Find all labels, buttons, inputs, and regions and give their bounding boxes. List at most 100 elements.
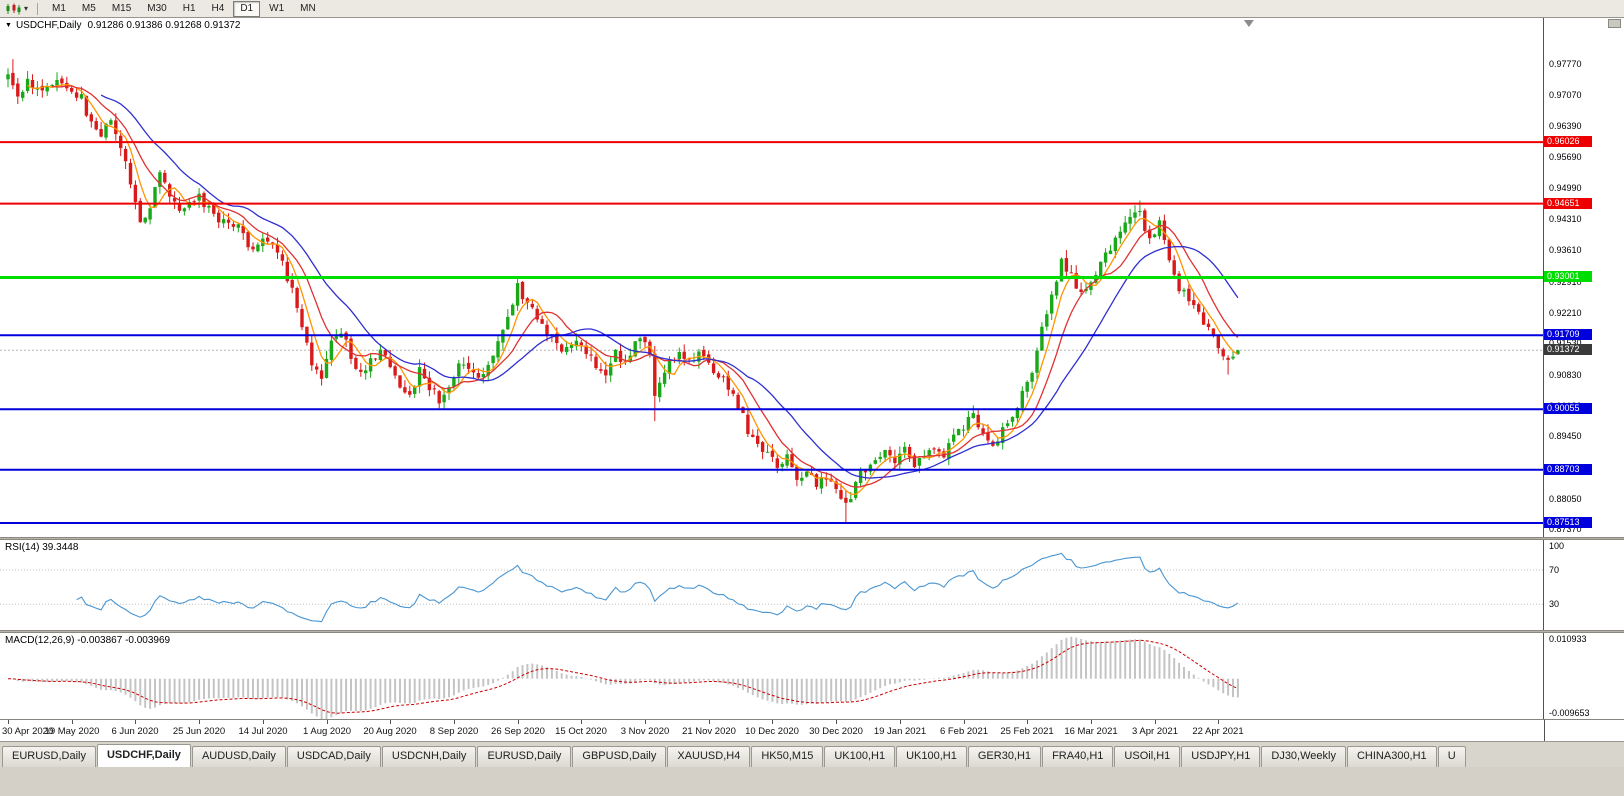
chart-tab[interactable]: USDCAD,Daily xyxy=(286,746,381,767)
scrollbar-stub[interactable] xyxy=(1608,19,1621,28)
chart-tab[interactable]: UK100,H1 xyxy=(896,746,967,767)
moving-average-10 xyxy=(52,85,1239,488)
rsi-tick: 100 xyxy=(1549,541,1565,551)
date-label: 16 Mar 2021 xyxy=(1064,726,1118,737)
date-tick xyxy=(964,720,965,724)
chart-tab[interactable]: EURUSD,Daily xyxy=(2,746,96,767)
chart-tab-bar: EURUSD,Daily USDCHF,Daily AUDUSD,Daily USDC… xyxy=(0,741,1624,767)
timeframe-button-w1[interactable]: W1 xyxy=(269,2,285,14)
time-axis[interactable]: 30 Apr 2020 19 May 2020 6 Jun 2020 25 Jun 2… xyxy=(0,719,1545,741)
macd-histogram xyxy=(11,636,1239,719)
rsi-tick: 70 xyxy=(1549,565,1560,575)
price-panel: 0.97770 0.97070 0.96390 0.95690 0.94990 0.943… xyxy=(0,18,1624,537)
axis-corner xyxy=(1545,719,1624,741)
chart-tab[interactable]: XAUUSD,H4 xyxy=(667,746,751,767)
timeframe-button-group: M1 M5 M15 M30 H1 H4 D1 W1 MN xyxy=(45,0,323,17)
chart-tab[interactable]: USDCHF,Daily xyxy=(96,744,191,767)
chart-tab[interactable]: FRA40,H1 xyxy=(1042,746,1114,767)
date-label: 3 Nov 2020 xyxy=(620,726,670,737)
rsi-plot[interactable] xyxy=(0,540,1544,630)
panel-splitter[interactable] xyxy=(0,537,1624,540)
chart-tab[interactable]: HK50,M15 xyxy=(751,746,824,767)
date-label: 19 May 2020 xyxy=(44,726,100,737)
date-label: 30 Dec 2020 xyxy=(809,726,863,737)
date-tick xyxy=(836,720,837,724)
date-label: 21 Nov 2020 xyxy=(682,726,736,737)
date-label: 22 Apr 2021 xyxy=(1192,726,1244,737)
price-tick: 0.89450 xyxy=(1549,431,1582,441)
candlestick-series xyxy=(6,59,1240,523)
date-tick xyxy=(900,720,901,724)
rsi-tick: 30 xyxy=(1549,599,1560,609)
macd-tick: -0.009653 xyxy=(1549,708,1590,718)
date-tick xyxy=(518,720,519,724)
rsi-axis: 100 70 30 xyxy=(1544,540,1623,630)
chart-tab[interactable]: DJ30,Weekly xyxy=(1261,746,1346,767)
price-tick: 0.96390 xyxy=(1549,121,1582,131)
chart-tab[interactable]: USOil,H1 xyxy=(1114,746,1181,767)
chart-tab[interactable]: GBPUSD,Daily xyxy=(572,746,667,767)
date-label: 6 Feb 2021 xyxy=(939,726,989,737)
chart-tab[interactable]: GER30,H1 xyxy=(967,746,1042,767)
price-tick: 0.91530 xyxy=(1549,338,1582,348)
date-tick xyxy=(1091,720,1092,724)
candlestick-chart-glyph xyxy=(6,3,21,14)
date-tick xyxy=(581,720,582,724)
timeframe-button-h1[interactable]: H1 xyxy=(182,2,196,14)
date-label: 10 Dec 2020 xyxy=(745,726,799,737)
date-label: 30 Apr 2020 xyxy=(2,726,54,737)
date-tick xyxy=(390,720,391,724)
panel-splitter[interactable] xyxy=(0,630,1624,633)
candlestick-chart-icon[interactable] xyxy=(5,3,21,15)
date-tick xyxy=(772,720,773,724)
macd-panel: 0.010933 -0.009653 MACD(12,26,9) -0.00386… xyxy=(0,633,1624,719)
date-label: 8 Sep 2020 xyxy=(429,726,479,737)
timeframe-button-m15[interactable]: M15 xyxy=(111,2,132,14)
date-tick xyxy=(1155,720,1156,724)
chart-tab[interactable]: CHINA300,H1 xyxy=(1346,746,1437,767)
chart-tab[interactable]: USDCNH,Daily xyxy=(381,746,477,767)
price-plot[interactable] xyxy=(0,18,1544,537)
chart-shift-marker[interactable] xyxy=(1243,20,1254,27)
price-axis[interactable]: 0.97770 0.97070 0.96390 0.95690 0.94990 0.943… xyxy=(1544,18,1623,537)
timeframe-button-m30[interactable]: M30 xyxy=(147,2,167,14)
chart-window: 0.97770 0.97070 0.96390 0.95690 0.94990 0.943… xyxy=(0,18,1624,741)
chart-tab[interactable]: USDJPY,H1 xyxy=(1181,746,1261,767)
chart-tab[interactable]: U xyxy=(1437,746,1466,767)
date-tick xyxy=(8,720,9,724)
chart-tab[interactable]: AUDUSD,Daily xyxy=(191,746,286,767)
price-tick: 0.87370 xyxy=(1549,524,1582,534)
date-tick xyxy=(709,720,710,724)
date-tick xyxy=(327,720,328,724)
chart-tab[interactable]: EURUSD,Daily xyxy=(477,746,572,767)
level-price-label: 0.90055 xyxy=(1544,403,1592,414)
price-tick: 0.92210 xyxy=(1549,308,1582,318)
date-label: 3 Apr 2021 xyxy=(1132,726,1178,737)
date-label: 14 Jul 2020 xyxy=(238,726,288,737)
chart-tab[interactable]: UK100,H1 xyxy=(824,746,896,767)
macd-signal-line xyxy=(7,639,1239,714)
date-tick xyxy=(135,720,136,724)
date-label: 1 Aug 2020 xyxy=(302,726,352,737)
chart-type-dropdown-icon[interactable]: ▾ xyxy=(24,4,29,13)
date-tick xyxy=(1027,720,1028,724)
date-label: 25 Jun 2020 xyxy=(172,726,226,737)
timeframe-button-m5[interactable]: M5 xyxy=(81,2,96,14)
date-tick xyxy=(199,720,200,724)
date-tick xyxy=(1218,720,1219,724)
date-tick xyxy=(454,720,455,724)
current-price-label: 0.91372 xyxy=(1544,344,1592,355)
level-price-label: 0.88703 xyxy=(1544,464,1592,475)
timeframe-button-d1[interactable]: D1 xyxy=(233,0,261,17)
price-tick: 0.88050 xyxy=(1549,494,1582,504)
date-label: 6 Jun 2020 xyxy=(111,726,159,737)
price-tick: 0.94990 xyxy=(1549,183,1582,193)
timeframe-button-h4[interactable]: H4 xyxy=(211,2,225,14)
date-label: 25 Feb 2021 xyxy=(1000,726,1054,737)
price-tick: 0.94310 xyxy=(1549,214,1582,224)
timeframe-button-m1[interactable]: M1 xyxy=(52,2,66,14)
level-price-label: 0.96026 xyxy=(1544,136,1592,147)
price-tick: 0.93610 xyxy=(1549,245,1582,255)
timeframe-button-mn[interactable]: MN xyxy=(300,2,316,14)
macd-plot[interactable] xyxy=(0,633,1544,719)
